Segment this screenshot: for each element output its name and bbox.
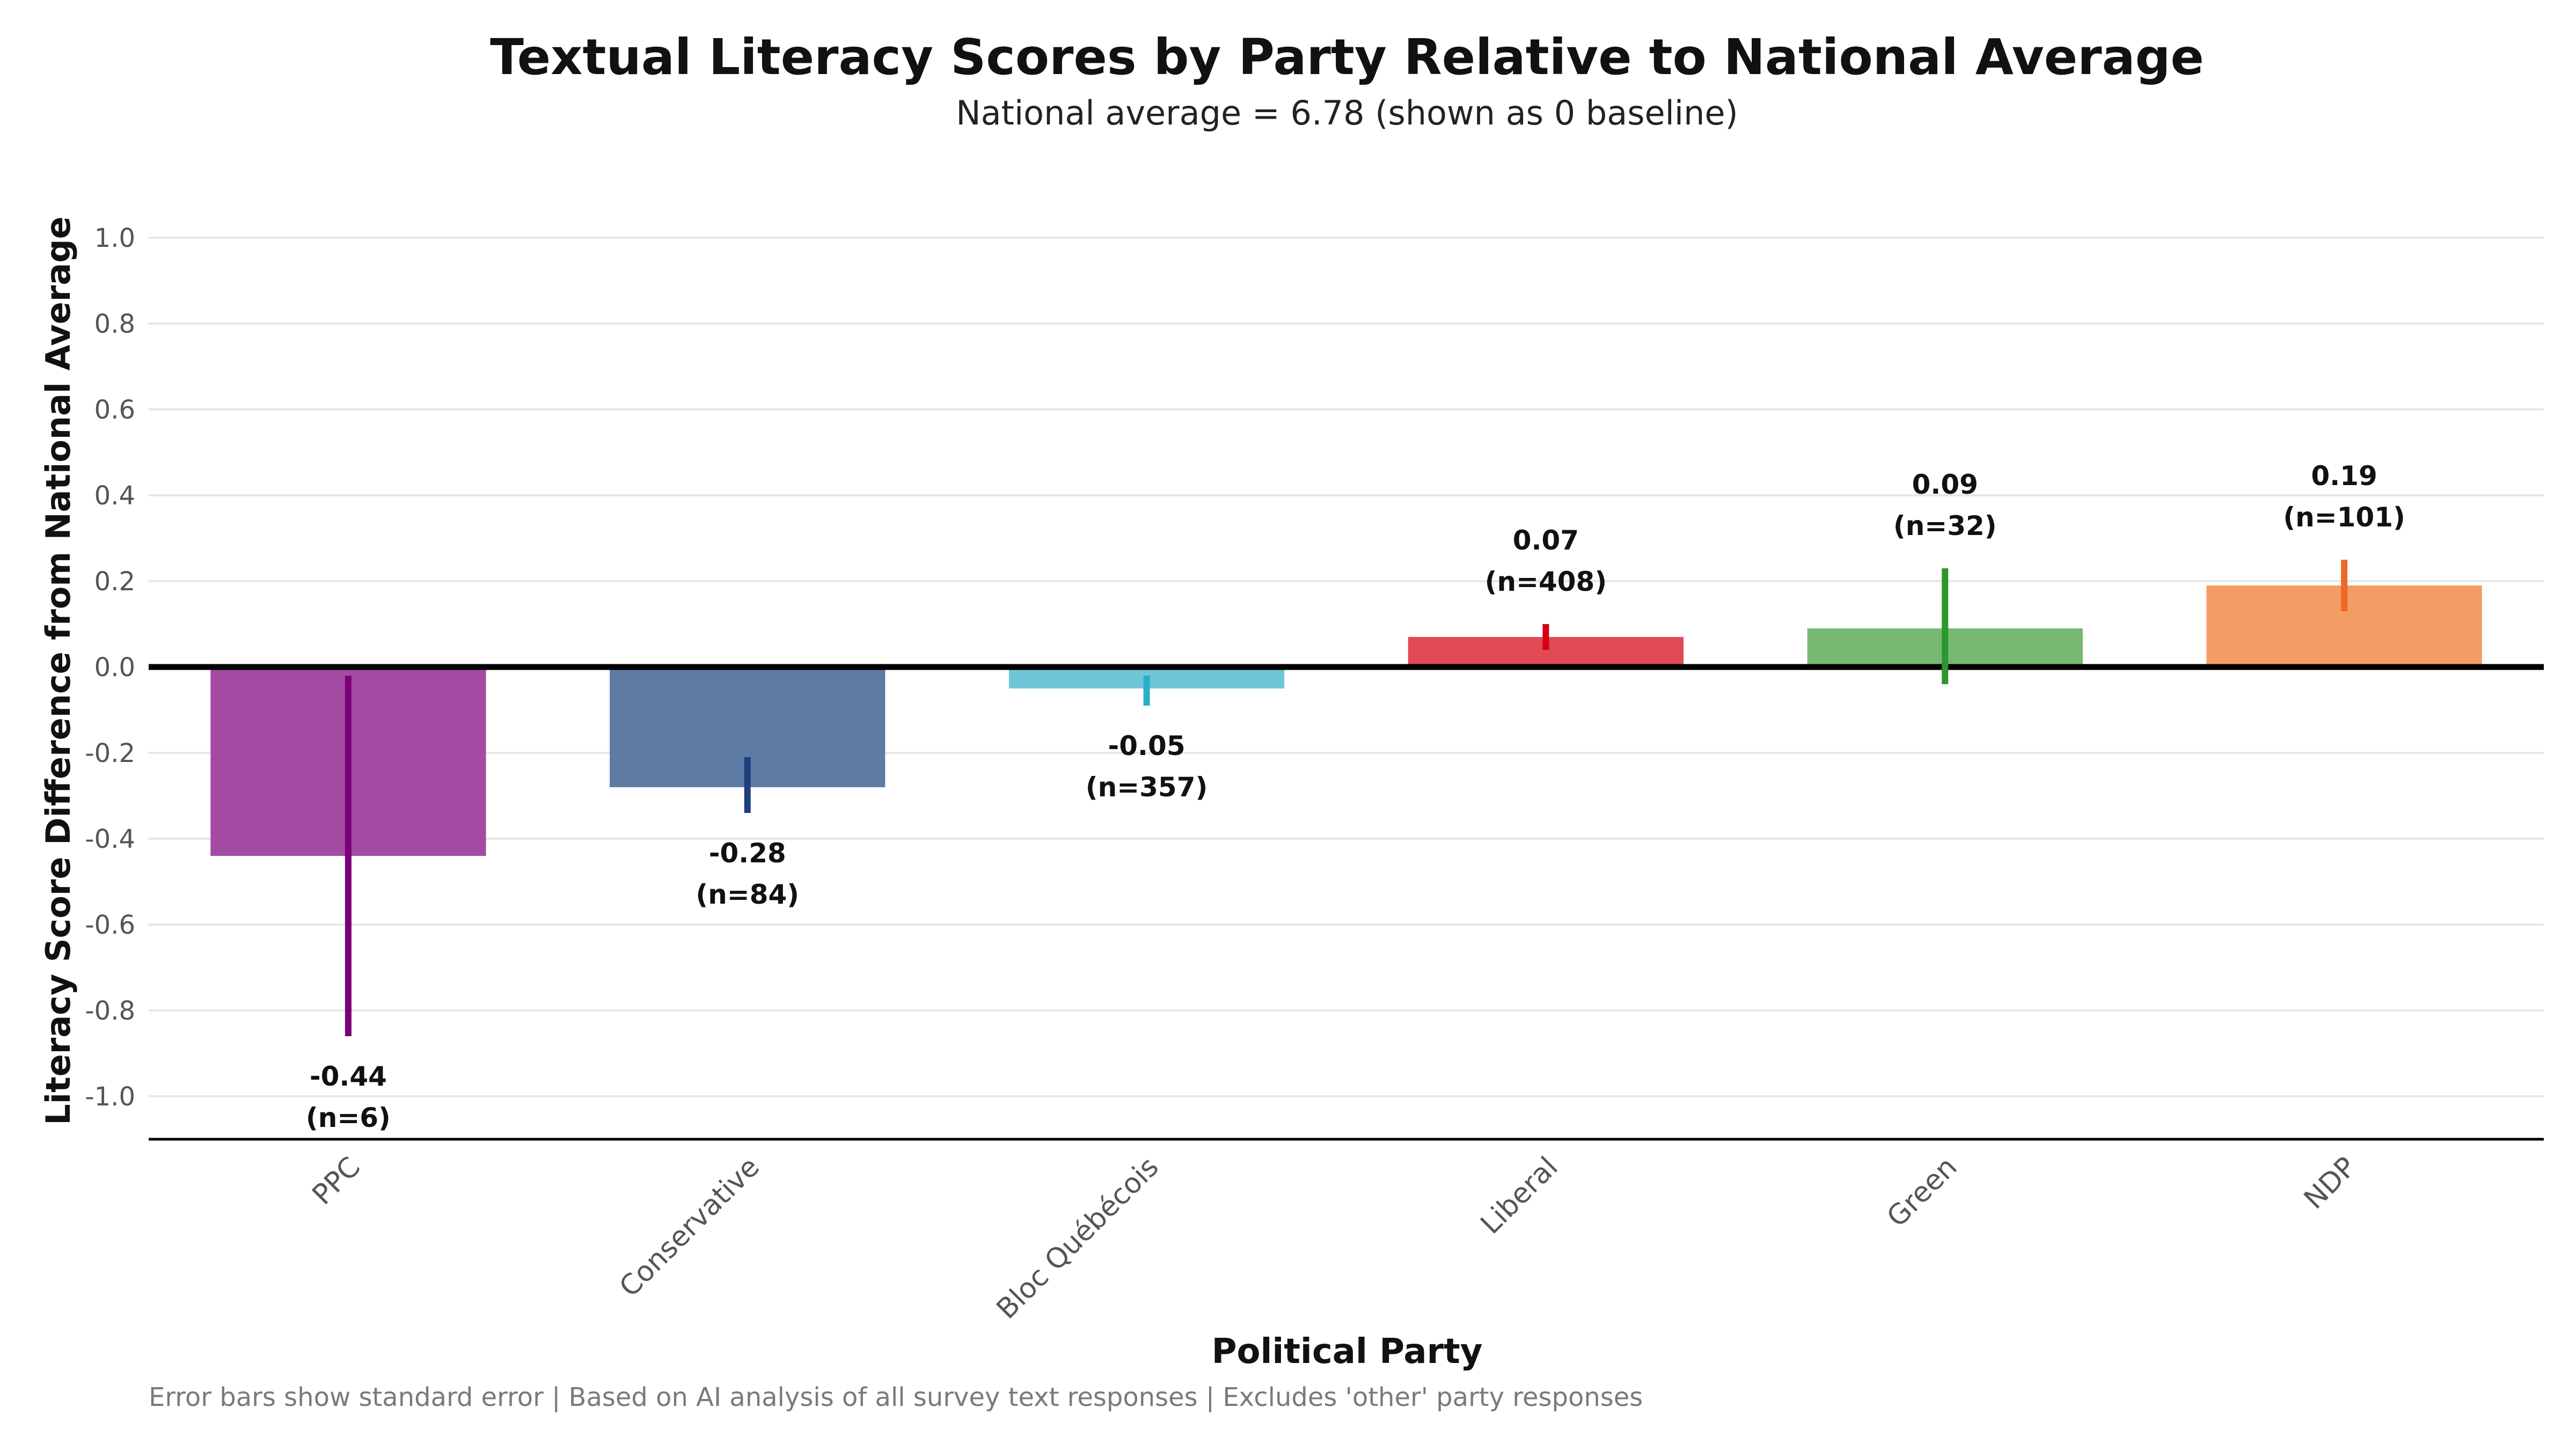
- count-label: (n=101): [2283, 502, 2405, 533]
- y-tick-label: -0.4: [85, 824, 135, 854]
- value-label: -0.28: [709, 838, 786, 869]
- count-label: (n=32): [1893, 510, 1997, 541]
- x-tick-label: NDP: [2298, 1151, 2362, 1215]
- data-labels: -0.44 (n=6) -0.28 (n=84) -0.05 (n=357) 0.07 (n=…: [306, 460, 2405, 1133]
- y-tick-label: 0.8: [94, 309, 135, 339]
- y-tick-label: -1.0: [85, 1082, 135, 1112]
- x-tick-label: PPC: [306, 1151, 367, 1211]
- footnote: Error bars show standard error | Based o…: [149, 1382, 1643, 1412]
- error-bars: [345, 560, 2348, 1036]
- gridlines: [149, 237, 2544, 1097]
- value-label: -0.05: [1108, 730, 1185, 761]
- x-axis-label: Political Party: [1212, 1332, 1483, 1372]
- y-tick-label: 1.0: [94, 223, 135, 253]
- value-label: 0.09: [1912, 469, 1978, 500]
- y-tick-label: 0.0: [94, 653, 135, 683]
- y-axis-label: Literacy Score Difference from National …: [39, 216, 78, 1125]
- count-label: (n=6): [306, 1102, 391, 1133]
- count-label: (n=408): [1485, 566, 1607, 597]
- chart-subtitle: National average = 6.78 (shown as 0 base…: [956, 93, 1738, 133]
- y-tick-label: -0.8: [85, 996, 135, 1026]
- count-label: (n=84): [696, 879, 799, 910]
- x-tick-label: Conservative: [613, 1151, 766, 1303]
- y-tick-label: 0.6: [94, 395, 135, 425]
- y-tick-label: -0.2: [85, 738, 135, 768]
- y-tick-label: 0.2: [94, 567, 135, 597]
- x-tick-label: Bloc Québécois: [991, 1151, 1165, 1325]
- y-axis-ticks: 1.0 0.8 0.6 0.4 0.2 0.0 -0.2 -0.4 -0.6 -0.8 -1.0: [85, 223, 135, 1112]
- x-tick-label: Green: [1881, 1151, 1964, 1234]
- count-label: (n=357): [1086, 772, 1208, 803]
- x-tick-label: Liberal: [1475, 1151, 1564, 1241]
- bars: [210, 585, 2482, 856]
- chart-title: Textual Literacy Scores by Party Relativ…: [490, 28, 2204, 86]
- y-tick-label: -0.6: [85, 910, 135, 940]
- x-axis-ticks: PPC Conservative Bloc Québécois Liberal Gree…: [306, 1151, 2363, 1325]
- value-label: 0.19: [2311, 460, 2377, 492]
- value-label: 0.07: [1513, 525, 1579, 556]
- y-tick-label: 0.4: [94, 481, 135, 511]
- value-label: -0.44: [310, 1061, 387, 1092]
